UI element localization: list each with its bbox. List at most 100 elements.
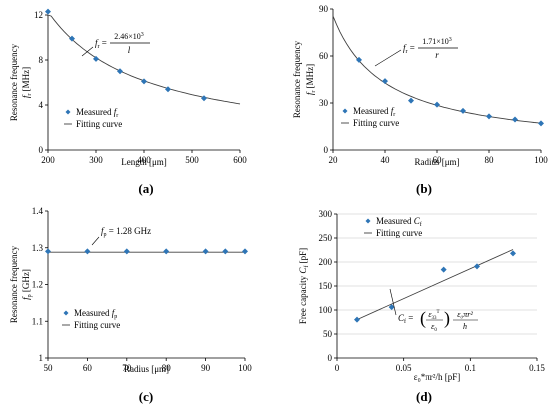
x-tick-label: 100 [534,155,548,165]
x-tick-label: 600 [233,155,247,165]
y-tick-label: 300 [319,209,333,219]
y-tick-label: 30 [319,98,329,108]
y-tick-label: 250 [319,233,333,243]
eps-numerator: ε33T [428,310,439,321]
eps-denominator: ε0 [431,322,437,333]
legend-label-fitting: Fitting curve [76,119,122,129]
frac-denominator: h [463,322,467,331]
legend-marker [342,108,348,114]
fitting-curve [47,14,241,105]
data-point [474,263,480,270]
y-tick-label: 60 [319,51,329,61]
x-tick-label: 0.05 [396,363,412,373]
legend-marker [65,109,71,115]
x-axis-title: Radius [μm] [414,157,459,167]
legend-label-measured: Measured fp [74,308,117,320]
frac-numerator: ε₀πr² [457,310,473,319]
x-tick-label: 80 [162,363,172,373]
y-tick-label: 150 [319,281,333,291]
data-point [222,248,229,255]
y-tick-label: 8 [39,55,44,65]
panel-label-d: (d) [416,389,432,404]
data-point [356,56,362,63]
y-tick-label: 12 [34,10,43,20]
legend-label-fitting: Fitting curve [74,320,120,330]
data-point [486,113,492,120]
panel-b: 20 40 60 80 100 0 30 60 90 Radius [μm] Resonance f… [292,4,548,167]
y-tick-label: 0 [328,353,333,363]
equation-numerator: 2.46×103 [114,32,144,41]
data-point [510,250,516,257]
equation-lhs: fr = [95,38,107,50]
y-axis-title: Free capacity Cf [pF] [298,248,310,324]
data-point [163,248,170,255]
x-tick-label: 50 [44,363,54,373]
x-axis-title: Length [μm] [121,157,167,167]
y-tick-label: 1.2 [32,280,43,290]
y-tick-label: 1.3 [32,243,44,253]
equation-lhs: fr = [403,43,415,55]
y-axis-title-unit: fr [MHz] [305,64,317,95]
y-axis-title: Resonance frequency [9,245,19,323]
x-tick-label: 70 [122,363,132,373]
data-point [45,8,51,15]
equation-fp: fp = 1.28 GHz [101,226,151,238]
data-point [201,95,207,102]
x-tick-label: 90 [201,363,211,373]
equation-denominator: r [435,50,439,60]
x-tick-label: 0.1 [465,363,476,373]
x-tick-label: 500 [185,155,199,165]
fitting-curve [356,249,514,321]
legend-label-fitting: Fitting curve [353,118,399,128]
data-point [69,35,75,42]
data-point [382,78,388,85]
y-tick-label: 1.4 [32,206,44,216]
panel-label-a: (a) [138,181,153,196]
panel-a: 200 300 400 500 600 0 4 8 12 Length [μm] Resonance… [9,8,247,167]
equation-denominator: l [128,45,131,55]
panel-label-c: (c) [139,389,153,404]
data-point [123,248,130,255]
data-point [388,304,395,311]
panel-c: 50 60 70 80 90 100 1 1.1 1.2 1.3 1.4 Radius [μm] Res… [9,206,252,374]
equation-cf-lhs: Cf = [398,313,413,325]
y-axis-title: Resonance frequency [292,40,302,118]
data-point [93,55,99,62]
y-axis-title: Resonance frequency [9,43,19,121]
annotation-leader [374,49,402,67]
data-point [408,97,414,104]
x-tick-label: 100 [238,363,252,373]
annotation-leader [81,46,94,57]
x-axis-title: ε₀*πr²/h [pF] [414,372,460,382]
x-tick-label: 60 [433,155,443,165]
legend-marker [365,218,371,224]
legend-marker [63,310,69,316]
data-point [538,120,544,127]
data-point [141,78,147,85]
legend-label-measured: Measured fr [76,107,118,119]
x-tick-label: 60 [83,363,93,373]
x-tick-label: 40 [381,155,391,165]
y-tick-label: 1.1 [32,316,43,326]
annotation-leader [91,236,100,246]
y-tick-label: 50 [323,329,333,339]
x-tick-label: 300 [89,155,103,165]
panel-label-b: (b) [416,181,432,196]
legend-label-measured: Measured fr [353,106,395,118]
data-point [242,248,248,255]
x-tick-label: 20 [329,155,339,165]
y-tick-label: 1 [39,353,44,363]
data-point [45,248,51,255]
paren-left: ( [420,308,426,329]
y-tick-label: 200 [319,257,333,267]
data-point [434,101,440,108]
x-tick-label: 400 [137,155,151,165]
y-tick-label: 0 [324,145,329,155]
y-tick-label: 100 [319,305,333,315]
panel-d: 0 0.05 0.1 0.15 0 50 100 150 200 250 300 ε₀*πr²/h [… [298,209,545,382]
x-axis-title: Radius [μm] [124,364,169,374]
equation-numerator: 1.71×103 [422,37,452,46]
data-point [460,107,466,114]
legend-label-fitting: Fitting curve [376,228,422,238]
